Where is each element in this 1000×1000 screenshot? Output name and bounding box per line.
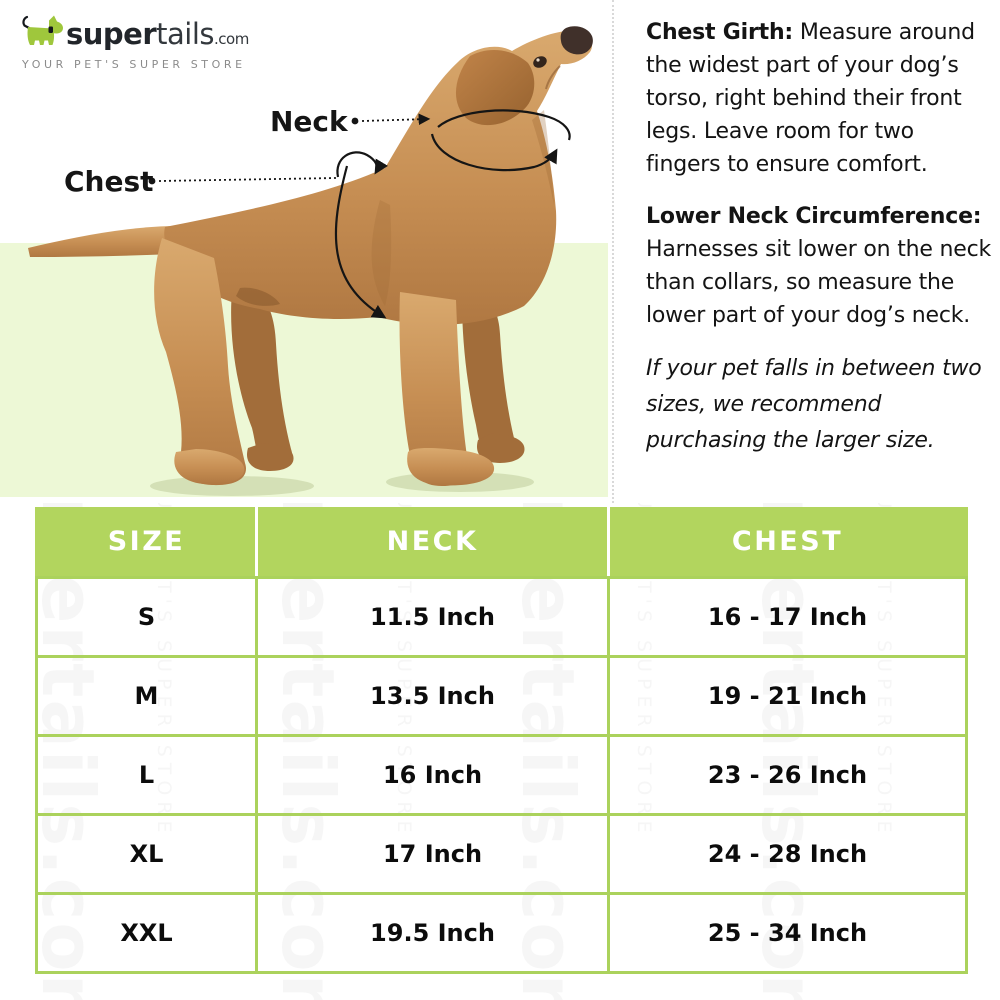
lower-neck-body: Harnesses sit lower on the neck than col… — [646, 237, 992, 328]
dog-illustration: Neck Chest — [28, 26, 593, 496]
dog-eye — [533, 56, 547, 68]
neck-cell: 16 Inch — [255, 734, 610, 816]
chest-girth-body: Measure around the widest part of your d… — [646, 20, 975, 177]
logo: supertails.com YOUR PET'S SUPER STORE — [20, 14, 249, 71]
size-cell: M — [35, 655, 258, 737]
table-row: XL 17 Inch 24 - 28 Inch — [35, 813, 968, 895]
brand-super: super — [66, 17, 157, 51]
chest-cell: 24 - 28 Inch — [607, 813, 968, 895]
dotted-divider — [612, 0, 614, 503]
chest-label: Chest — [64, 165, 154, 198]
dog-eye-highlight — [536, 58, 540, 62]
brand-name: supertails.com — [66, 19, 249, 54]
chest-measure-arrow — [334, 151, 389, 319]
dog-mouth — [545, 65, 561, 90]
table-row: L 16 Inch 23 - 26 Inch — [35, 734, 968, 816]
brand-com: .com — [214, 30, 249, 48]
neck-cell: 13.5 Inch — [255, 655, 610, 737]
neck-label: Neck — [270, 105, 349, 138]
neck-cell: 11.5 Inch — [255, 576, 610, 658]
table-row: XXL 19.5 Inch 25 - 34 Inch — [35, 892, 968, 974]
table-header-cell: SIZE — [35, 507, 258, 579]
size-table: SIZE NECK CHEST S 11.5 Inch 16 - 17 Inch M 13.… — [35, 507, 968, 974]
size-cell: XL — [35, 813, 258, 895]
logo-dog-icon — [22, 15, 63, 45]
brand-tagline: YOUR PET'S SUPER STORE — [22, 58, 246, 71]
neck-cell: 19.5 Inch — [255, 892, 610, 974]
chest-cell: 23 - 26 Inch — [607, 734, 968, 816]
sizing-note: If your pet falls in between two sizes, … — [646, 356, 982, 453]
table-row: S 11.5 Inch 16 - 17 Inch — [35, 576, 968, 658]
chest-leader-line — [148, 177, 337, 185]
dog-nose — [560, 26, 593, 55]
lower-neck-paragraph: Lower Neck Circumference: Harnesses sit … — [646, 200, 992, 332]
lower-neck-lead: Lower Neck Circumference: — [646, 204, 982, 229]
chest-cell: 25 - 34 Inch — [607, 892, 968, 974]
size-table-head-row: SIZE NECK CHEST — [35, 507, 968, 579]
brand-tails: tails — [156, 17, 215, 51]
size-cell: L — [35, 734, 258, 816]
neck-leader-line — [351, 113, 431, 126]
table-header-cell: CHEST — [607, 507, 968, 579]
size-cell: XXL — [35, 892, 258, 974]
neck-measure-arrow — [430, 109, 571, 172]
chest-cell: 16 - 17 Inch — [607, 576, 968, 658]
chest-girth-paragraph: Chest Girth: Measure around the widest p… — [646, 16, 992, 181]
size-table-body: S 11.5 Inch 16 - 17 Inch M 13.5 Inch 19 - 21 … — [35, 576, 968, 974]
table-header-cell: NECK — [255, 507, 610, 579]
chest-cell: 19 - 21 Inch — [607, 655, 968, 737]
chest-girth-lead: Chest Girth: — [646, 20, 794, 45]
neck-cell: 17 Inch — [255, 813, 610, 895]
table-row: M 13.5 Inch 19 - 21 Inch — [35, 655, 968, 737]
dog-ear — [455, 49, 535, 126]
measuring-instructions: Chest Girth: Measure around the widest p… — [646, 16, 992, 459]
size-cell: S — [35, 576, 258, 658]
